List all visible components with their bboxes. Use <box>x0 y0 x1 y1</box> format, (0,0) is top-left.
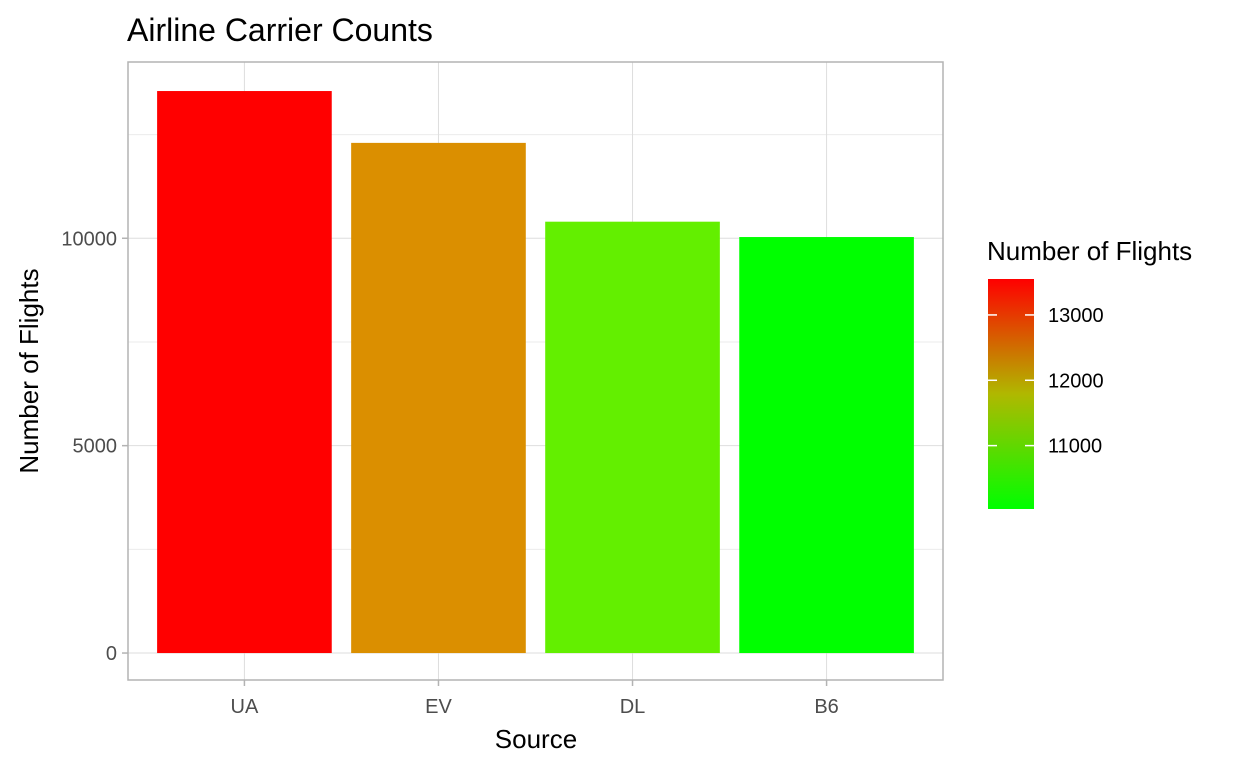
bar-b6 <box>739 237 914 654</box>
x-tick-label: DL <box>620 696 646 718</box>
y-tick-label: 5000 <box>73 436 118 458</box>
bar-ev <box>351 142 526 654</box>
legend-tick-label: 12000 <box>1048 370 1104 392</box>
legend-tick-label: 11000 <box>1048 436 1102 458</box>
legend-tick-label: 13000 <box>1048 305 1104 327</box>
x-tick-label: EV <box>425 696 452 718</box>
y-axis-ticks: 0 5000 10000 <box>61 228 128 665</box>
x-axis-title: Source <box>495 724 577 754</box>
legend-title: Number of Flights <box>987 236 1192 266</box>
chart-title: Airline Carrier Counts <box>127 12 433 48</box>
bar-ua <box>157 91 332 654</box>
y-tick-label: 10000 <box>61 228 117 250</box>
bar-dl <box>545 221 720 654</box>
bars <box>157 91 914 654</box>
x-axis-ticks: UA EV DL B6 <box>231 680 839 718</box>
legend: Number of Flights 11000 12000 13000 <box>987 236 1192 509</box>
plot-border <box>127 61 944 681</box>
y-tick-label: 0 <box>106 643 117 665</box>
y-axis-title: Number of Flights <box>14 268 44 473</box>
x-tick-label: UA <box>231 696 259 718</box>
colorbar <box>988 279 1034 509</box>
x-tick-label: B6 <box>814 696 838 718</box>
legend-ticks: 11000 12000 13000 <box>988 305 1104 458</box>
